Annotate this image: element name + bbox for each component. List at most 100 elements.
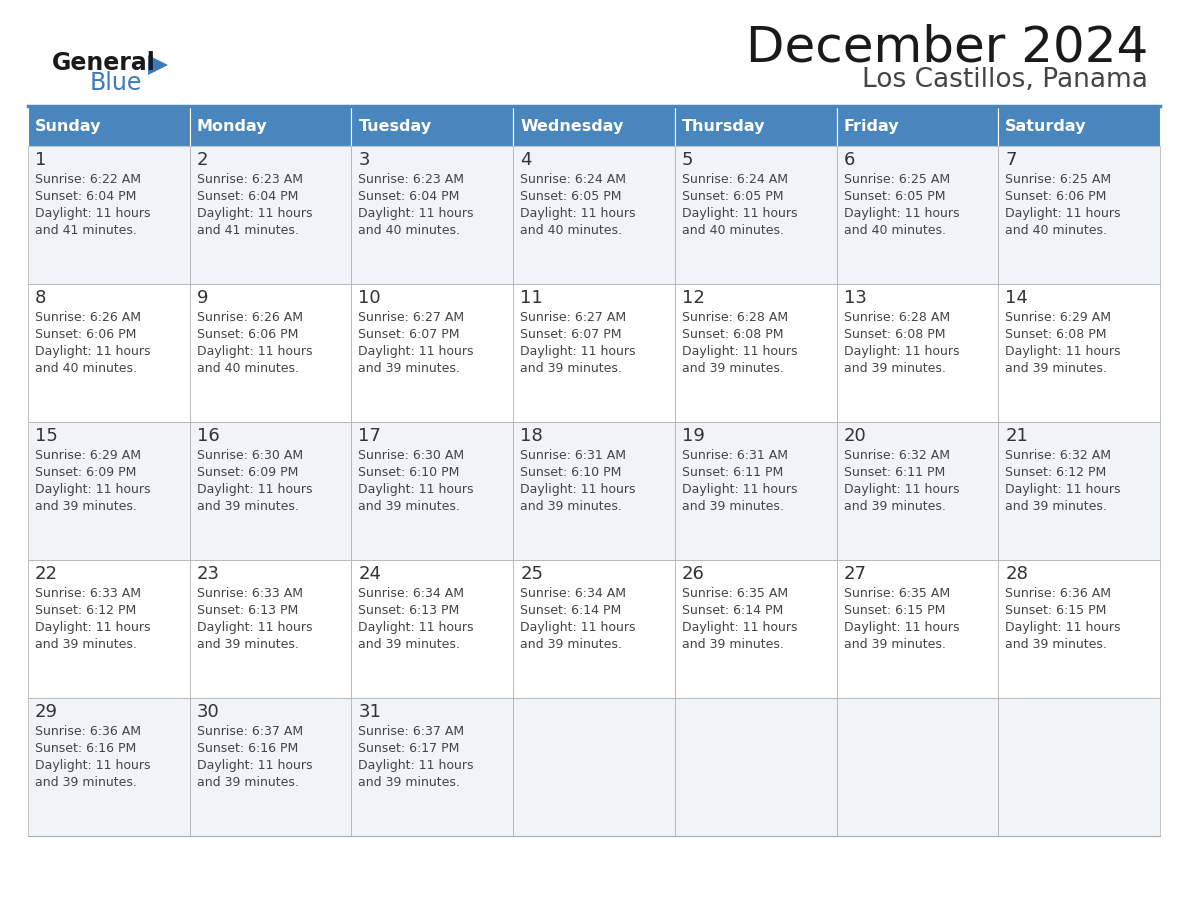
Text: 1: 1 xyxy=(34,151,46,169)
Text: 7: 7 xyxy=(1005,151,1017,169)
Text: Daylight: 11 hours: Daylight: 11 hours xyxy=(1005,207,1120,220)
Bar xyxy=(352,560,513,698)
Text: and 40 minutes.: and 40 minutes. xyxy=(359,224,461,237)
Bar xyxy=(675,284,836,422)
Text: Sunset: 6:10 PM: Sunset: 6:10 PM xyxy=(520,466,621,479)
Text: Daylight: 11 hours: Daylight: 11 hours xyxy=(359,207,474,220)
Text: Sunrise: 6:27 AM: Sunrise: 6:27 AM xyxy=(520,311,626,324)
Bar xyxy=(352,106,513,146)
Text: 9: 9 xyxy=(197,289,208,307)
Text: Sunset: 6:07 PM: Sunset: 6:07 PM xyxy=(520,328,621,341)
Text: Daylight: 11 hours: Daylight: 11 hours xyxy=(1005,621,1120,634)
Text: Sunset: 6:05 PM: Sunset: 6:05 PM xyxy=(843,190,946,203)
Text: Daylight: 11 hours: Daylight: 11 hours xyxy=(197,483,312,496)
Text: Sunset: 6:06 PM: Sunset: 6:06 PM xyxy=(197,328,298,341)
Text: 14: 14 xyxy=(1005,289,1028,307)
Text: Sunset: 6:17 PM: Sunset: 6:17 PM xyxy=(359,742,460,755)
Text: Sunrise: 6:35 AM: Sunrise: 6:35 AM xyxy=(843,587,949,600)
Bar xyxy=(352,422,513,560)
Text: Sunrise: 6:24 AM: Sunrise: 6:24 AM xyxy=(682,173,788,186)
Bar xyxy=(190,106,352,146)
Text: Sunset: 6:05 PM: Sunset: 6:05 PM xyxy=(520,190,621,203)
Text: Sunset: 6:04 PM: Sunset: 6:04 PM xyxy=(197,190,298,203)
Text: Sunrise: 6:34 AM: Sunrise: 6:34 AM xyxy=(520,587,626,600)
Text: Saturday: Saturday xyxy=(1005,118,1087,133)
Text: 26: 26 xyxy=(682,565,704,583)
Text: 3: 3 xyxy=(359,151,369,169)
Bar xyxy=(352,698,513,836)
Text: Sunset: 6:08 PM: Sunset: 6:08 PM xyxy=(1005,328,1107,341)
Text: Daylight: 11 hours: Daylight: 11 hours xyxy=(843,207,959,220)
Bar xyxy=(998,698,1159,836)
Text: Sunrise: 6:33 AM: Sunrise: 6:33 AM xyxy=(197,587,303,600)
Text: 27: 27 xyxy=(843,565,866,583)
Text: Daylight: 11 hours: Daylight: 11 hours xyxy=(197,621,312,634)
Text: December 2024: December 2024 xyxy=(746,24,1148,72)
Text: Daylight: 11 hours: Daylight: 11 hours xyxy=(359,621,474,634)
Text: Sunset: 6:11 PM: Sunset: 6:11 PM xyxy=(682,466,783,479)
Text: Daylight: 11 hours: Daylight: 11 hours xyxy=(682,345,797,358)
Text: and 40 minutes.: and 40 minutes. xyxy=(843,224,946,237)
Bar xyxy=(836,146,998,284)
Text: Sunrise: 6:37 AM: Sunrise: 6:37 AM xyxy=(359,725,465,738)
Bar xyxy=(998,422,1159,560)
Text: Sunrise: 6:32 AM: Sunrise: 6:32 AM xyxy=(1005,449,1111,462)
Bar xyxy=(29,106,190,146)
Text: Sunset: 6:07 PM: Sunset: 6:07 PM xyxy=(359,328,460,341)
Text: Daylight: 11 hours: Daylight: 11 hours xyxy=(34,483,151,496)
Text: Sunset: 6:04 PM: Sunset: 6:04 PM xyxy=(34,190,137,203)
Text: Daylight: 11 hours: Daylight: 11 hours xyxy=(34,345,151,358)
Text: Sunrise: 6:30 AM: Sunrise: 6:30 AM xyxy=(359,449,465,462)
Text: Sunset: 6:10 PM: Sunset: 6:10 PM xyxy=(359,466,460,479)
Text: and 39 minutes.: and 39 minutes. xyxy=(34,776,137,789)
Text: Daylight: 11 hours: Daylight: 11 hours xyxy=(520,483,636,496)
Bar xyxy=(190,422,352,560)
Text: and 40 minutes.: and 40 minutes. xyxy=(520,224,623,237)
Text: Sunrise: 6:26 AM: Sunrise: 6:26 AM xyxy=(197,311,303,324)
Text: Sunrise: 6:23 AM: Sunrise: 6:23 AM xyxy=(359,173,465,186)
Bar xyxy=(190,146,352,284)
Text: Sunrise: 6:33 AM: Sunrise: 6:33 AM xyxy=(34,587,141,600)
Bar xyxy=(513,698,675,836)
Text: Sunrise: 6:28 AM: Sunrise: 6:28 AM xyxy=(682,311,788,324)
Text: Sunrise: 6:24 AM: Sunrise: 6:24 AM xyxy=(520,173,626,186)
Text: Sunset: 6:06 PM: Sunset: 6:06 PM xyxy=(1005,190,1107,203)
Text: and 39 minutes.: and 39 minutes. xyxy=(359,500,460,513)
Text: Sunset: 6:14 PM: Sunset: 6:14 PM xyxy=(520,604,621,617)
Text: 29: 29 xyxy=(34,703,58,721)
Bar xyxy=(29,698,190,836)
Text: Sunrise: 6:29 AM: Sunrise: 6:29 AM xyxy=(1005,311,1111,324)
Text: 2: 2 xyxy=(197,151,208,169)
Text: and 41 minutes.: and 41 minutes. xyxy=(34,224,137,237)
Text: Los Castillos, Panama: Los Castillos, Panama xyxy=(862,67,1148,93)
Text: and 41 minutes.: and 41 minutes. xyxy=(197,224,298,237)
Text: 25: 25 xyxy=(520,565,543,583)
Text: Sunrise: 6:30 AM: Sunrise: 6:30 AM xyxy=(197,449,303,462)
Text: Sunrise: 6:23 AM: Sunrise: 6:23 AM xyxy=(197,173,303,186)
Text: 10: 10 xyxy=(359,289,381,307)
Text: 31: 31 xyxy=(359,703,381,721)
Bar xyxy=(513,422,675,560)
Text: Daylight: 11 hours: Daylight: 11 hours xyxy=(197,345,312,358)
Text: Sunset: 6:12 PM: Sunset: 6:12 PM xyxy=(34,604,137,617)
Text: Sunset: 6:13 PM: Sunset: 6:13 PM xyxy=(197,604,298,617)
Text: Daylight: 11 hours: Daylight: 11 hours xyxy=(359,483,474,496)
Bar xyxy=(352,284,513,422)
Text: Daylight: 11 hours: Daylight: 11 hours xyxy=(843,621,959,634)
Text: Daylight: 11 hours: Daylight: 11 hours xyxy=(682,207,797,220)
Text: Sunset: 6:08 PM: Sunset: 6:08 PM xyxy=(682,328,783,341)
Bar xyxy=(29,146,190,284)
Text: Sunrise: 6:26 AM: Sunrise: 6:26 AM xyxy=(34,311,141,324)
Text: Daylight: 11 hours: Daylight: 11 hours xyxy=(843,345,959,358)
Text: Sunset: 6:04 PM: Sunset: 6:04 PM xyxy=(359,190,460,203)
Text: Daylight: 11 hours: Daylight: 11 hours xyxy=(359,759,474,772)
Text: Sunrise: 6:36 AM: Sunrise: 6:36 AM xyxy=(1005,587,1111,600)
Text: Daylight: 11 hours: Daylight: 11 hours xyxy=(34,621,151,634)
Text: 8: 8 xyxy=(34,289,46,307)
Text: and 39 minutes.: and 39 minutes. xyxy=(520,638,623,651)
Bar xyxy=(29,560,190,698)
Text: Sunset: 6:11 PM: Sunset: 6:11 PM xyxy=(843,466,944,479)
Bar xyxy=(836,422,998,560)
Text: Sunset: 6:12 PM: Sunset: 6:12 PM xyxy=(1005,466,1106,479)
Text: 12: 12 xyxy=(682,289,704,307)
